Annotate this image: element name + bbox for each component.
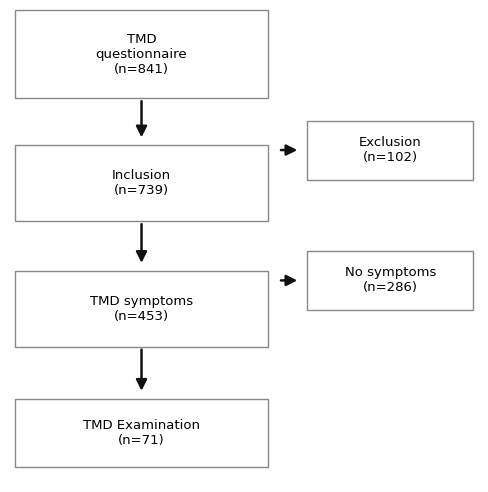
Text: Exclusion
(n=102): Exclusion (n=102) — [359, 136, 422, 164]
FancyBboxPatch shape — [15, 145, 268, 221]
Text: TMD Examination
(n=71): TMD Examination (n=71) — [83, 419, 200, 447]
FancyBboxPatch shape — [307, 121, 473, 180]
FancyBboxPatch shape — [307, 251, 473, 310]
FancyBboxPatch shape — [15, 10, 268, 98]
Text: TMD
questionnaire
(n=841): TMD questionnaire (n=841) — [96, 32, 187, 76]
Text: No symptoms
(n=286): No symptoms (n=286) — [345, 267, 436, 294]
FancyBboxPatch shape — [15, 271, 268, 347]
FancyBboxPatch shape — [15, 399, 268, 467]
Text: Inclusion
(n=739): Inclusion (n=739) — [112, 169, 171, 197]
Text: TMD symptoms
(n=453): TMD symptoms (n=453) — [90, 295, 193, 323]
